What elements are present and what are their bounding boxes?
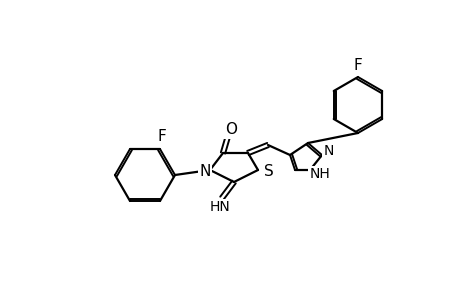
Text: F: F: [353, 58, 362, 73]
Text: N: N: [323, 144, 333, 158]
Text: HN: HN: [209, 200, 230, 214]
Text: F: F: [157, 128, 166, 143]
Text: O: O: [224, 122, 236, 137]
Text: S: S: [263, 164, 273, 179]
Text: N: N: [199, 164, 210, 178]
Text: NH: NH: [309, 167, 330, 181]
